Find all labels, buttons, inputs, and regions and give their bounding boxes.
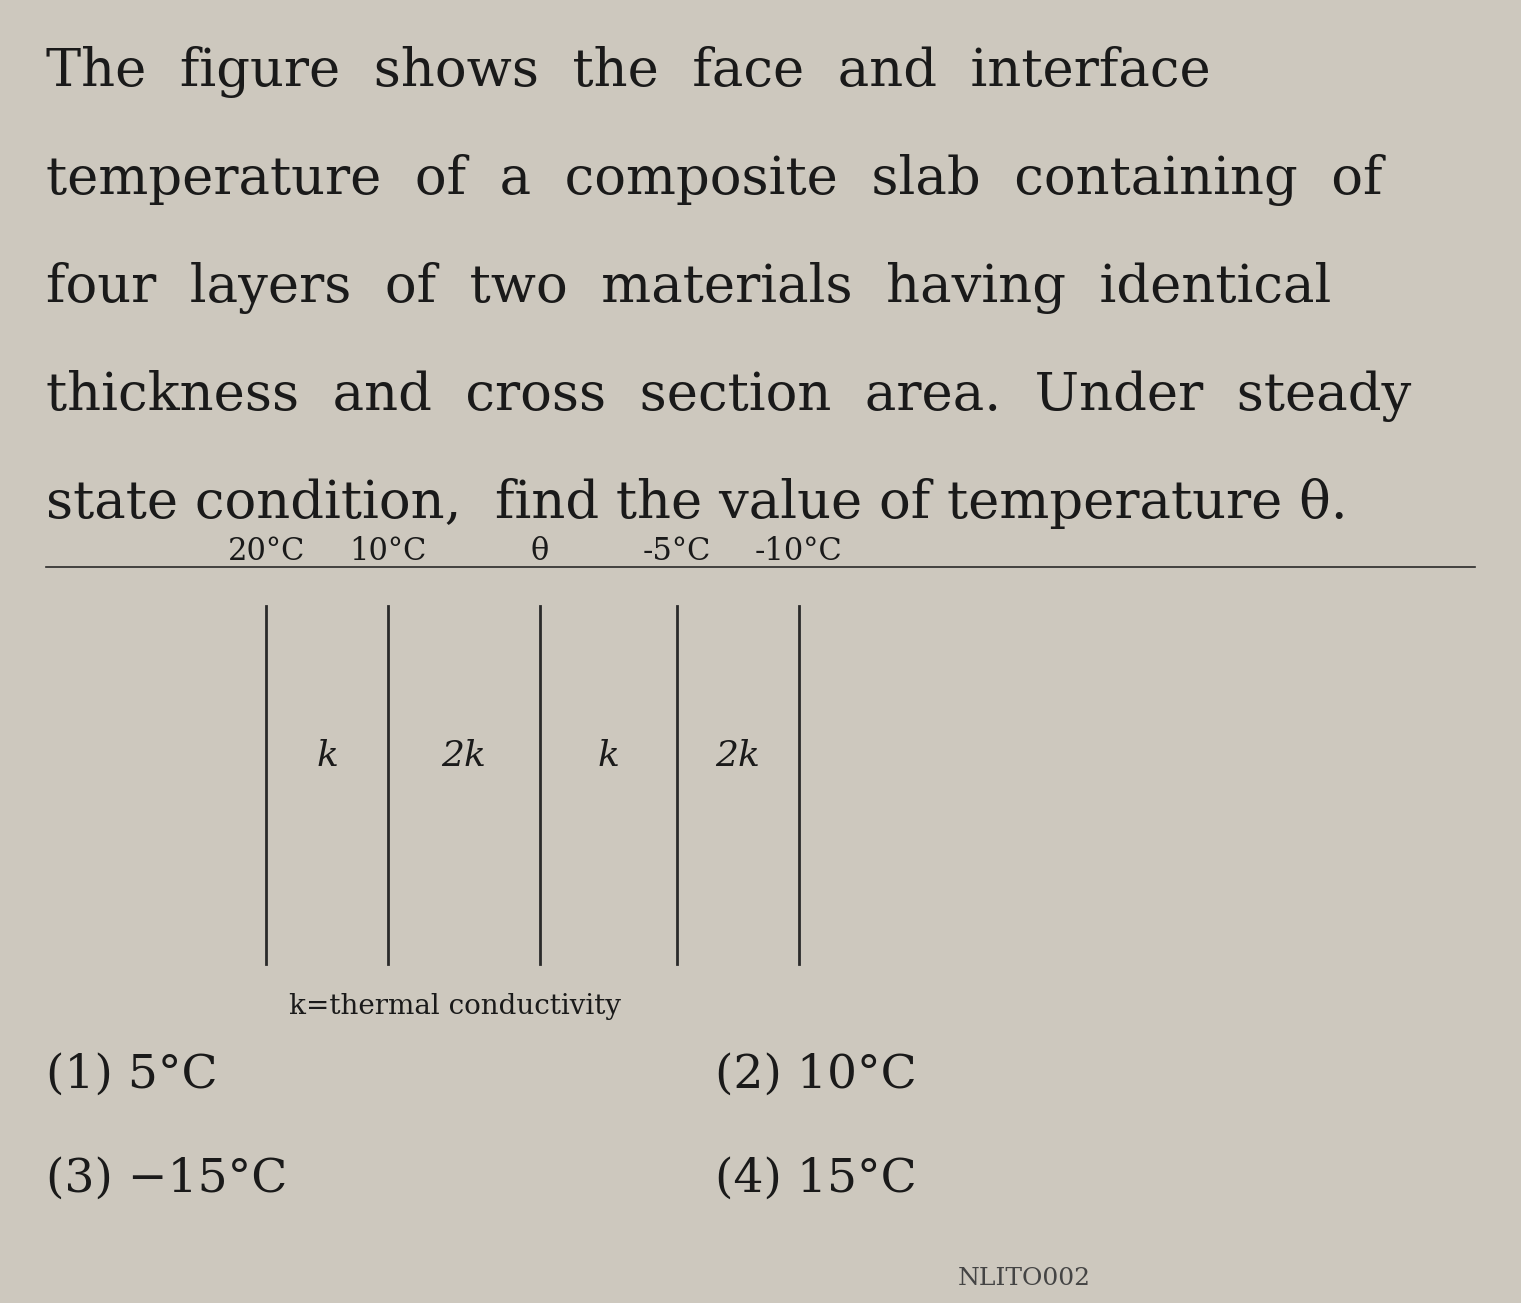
Text: thickness  and  cross  section  area.  Under  steady: thickness and cross section area. Under … (46, 370, 1411, 422)
Text: k: k (598, 739, 619, 773)
Text: -5°C: -5°C (643, 536, 710, 567)
Text: (3) −15°C: (3) −15°C (46, 1157, 287, 1201)
Text: k=thermal conductivity: k=thermal conductivity (289, 993, 621, 1020)
Text: (1) 5°C: (1) 5°C (46, 1053, 218, 1097)
Text: The  figure  shows  the  face  and  interface: The figure shows the face and interface (46, 46, 1211, 98)
Text: -10°C: -10°C (754, 536, 843, 567)
Text: state condition,  find the value of temperature θ.: state condition, find the value of tempe… (46, 478, 1348, 529)
Text: NLITO002: NLITO002 (958, 1267, 1091, 1290)
Text: temperature  of  a  composite  slab  containing  of: temperature of a composite slab containi… (46, 154, 1383, 206)
Text: θ: θ (531, 536, 549, 567)
Text: (4) 15°C: (4) 15°C (715, 1157, 917, 1201)
Text: 10°C: 10°C (350, 536, 426, 567)
Text: (2) 10°C: (2) 10°C (715, 1053, 917, 1097)
Text: k: k (316, 739, 338, 773)
Text: 2k: 2k (441, 739, 487, 773)
Text: 2k: 2k (715, 739, 760, 773)
Text: 20°C: 20°C (228, 536, 304, 567)
Text: four  layers  of  two  materials  having  identical: four layers of two materials having iden… (46, 262, 1331, 314)
